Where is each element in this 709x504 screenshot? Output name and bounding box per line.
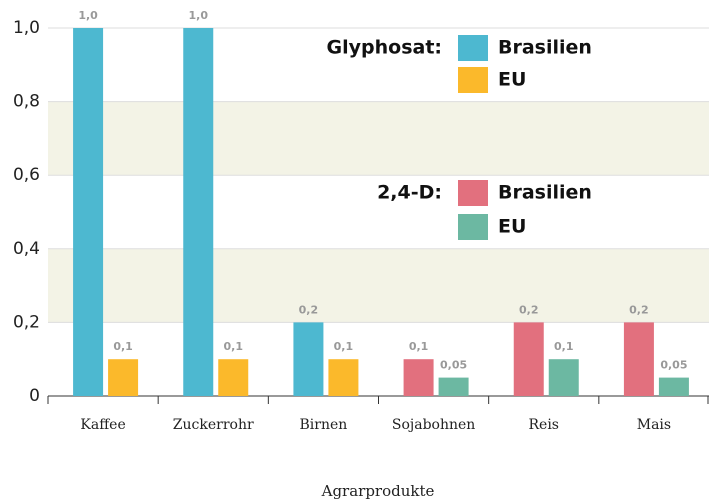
bar: [548, 359, 579, 396]
legend-swatch: [458, 67, 488, 93]
x-axis-title: Agrarprodukte: [321, 482, 435, 500]
bar: [513, 322, 544, 396]
bar: [623, 322, 654, 396]
value-label: 1,0: [189, 9, 209, 22]
value-label: 0,1: [334, 340, 354, 353]
x-tick-label: Birnen: [300, 417, 348, 433]
legend-swatch: [458, 214, 488, 240]
y-tick-label: 0,6: [13, 165, 40, 185]
bar: [218, 359, 249, 396]
bar: [293, 322, 324, 396]
legend-group-title: 2,4-D:: [377, 182, 442, 204]
legend-swatch: [458, 35, 488, 61]
x-tick-label: Sojabohnen: [392, 417, 475, 433]
y-tick-label: 0,2: [13, 312, 40, 332]
background-band: [48, 248, 709, 323]
value-label: 0,05: [440, 359, 467, 372]
bar: [108, 359, 139, 396]
value-label: 1,0: [78, 9, 98, 22]
legend-label: Brasilien: [498, 182, 592, 204]
bar: [328, 359, 359, 396]
x-tick-label: Reis: [529, 417, 560, 433]
legend-swatch: [458, 180, 488, 206]
y-tick-label: 1,0: [13, 18, 40, 38]
legend-label: EU: [498, 216, 526, 238]
value-label: 0,2: [629, 303, 649, 316]
value-label: 0,1: [224, 340, 244, 353]
bar: [658, 377, 689, 396]
legend-label: Brasilien: [498, 37, 592, 59]
x-tick-label: Zuckerrohr: [173, 417, 254, 433]
value-label: 0,1: [113, 340, 133, 353]
value-label: 0,1: [409, 340, 429, 353]
value-label: 0,1: [554, 340, 574, 353]
bar: [73, 28, 104, 396]
y-tick-label: 0: [29, 386, 40, 406]
y-tick-label: 0,8: [13, 92, 40, 112]
value-label: 0,2: [519, 303, 539, 316]
value-label: 0,2: [299, 303, 319, 316]
x-tick-label: Kaffee: [80, 417, 125, 433]
y-tick-label: 0,4: [13, 239, 40, 259]
background-band: [48, 101, 709, 176]
value-label: 0,05: [660, 359, 687, 372]
legend-group-title: Glyphosat:: [327, 37, 442, 59]
x-tick-label: Mais: [637, 417, 671, 433]
bar: [438, 377, 469, 396]
bar: [183, 28, 214, 396]
bar: [403, 359, 434, 396]
legend-label: EU: [498, 69, 526, 91]
